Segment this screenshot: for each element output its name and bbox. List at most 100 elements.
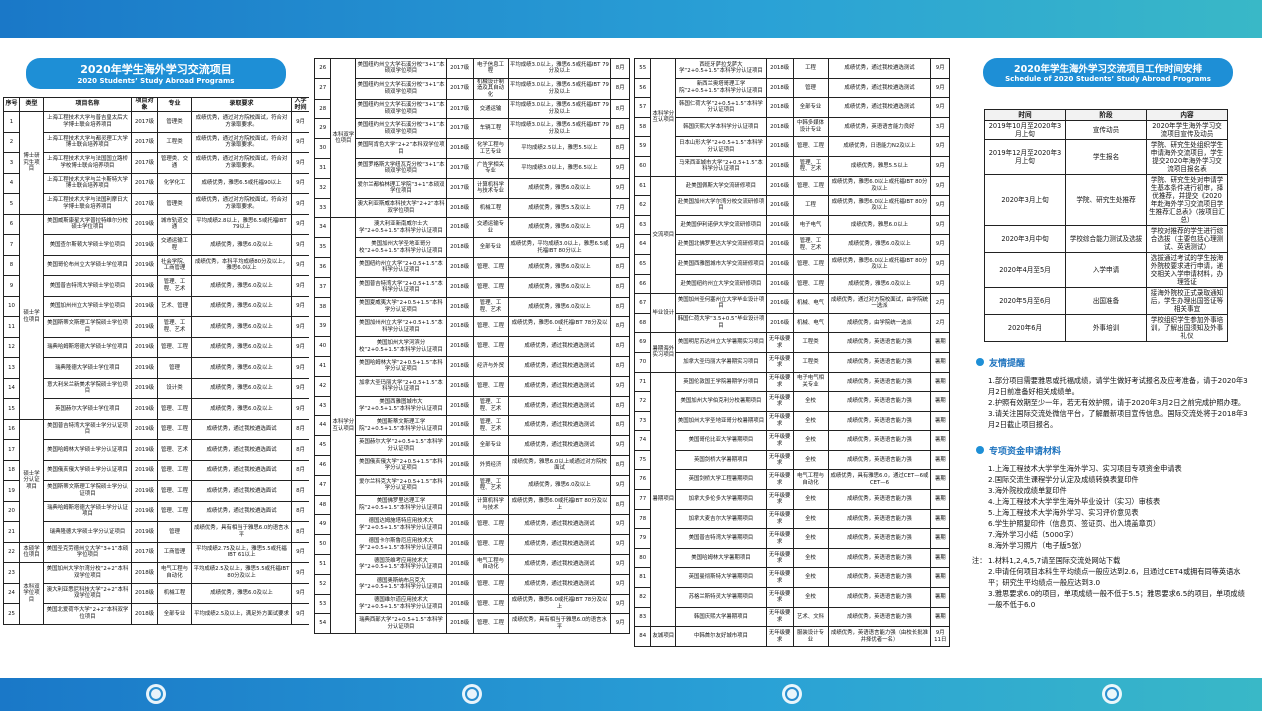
reminder-list: 1.部分项目需要雅思或托福成绩，请学生做好考试报名及应考准备，请于2020年3月… [958, 375, 1258, 430]
time: 2020年4月至5月 [984, 252, 1066, 288]
list-item: 5.上海工程技术大学海外学习、实习评价意见表 [988, 508, 1139, 517]
program-row: 70 加拿大圣玛丽大学暑期实习项目 无年级要求 工程类 成绩优秀，英语语言能力强 暑期 [634, 351, 950, 373]
major: 电子信息工程 [472, 58, 509, 79]
start-time: 9月 [930, 234, 950, 255]
logo [146, 684, 166, 704]
major: 全校 [792, 567, 829, 589]
target: 无年级要求 [765, 469, 794, 491]
header-row: 序号 类型 项目名称 项目对象 专业 录取要求 入学时间 [3, 96, 309, 113]
content: 学校组织学生参加外事培训，了解出国须知及外事礼仪 [1146, 314, 1228, 342]
program-name: 加拿大麦吉尔大学暑期项目 [675, 508, 767, 530]
requirement: 成绩优秀，通过我校遴选测试 [507, 435, 612, 456]
program-row: 11 美国斯蒂文斯理工学院硕士学位项目 2019级 管理、工程、艺术 成绩优秀，雅思6.… [3, 316, 309, 338]
row-number: 51 [314, 553, 332, 575]
stage: 宣传动员 [1065, 120, 1147, 140]
target: 2019级 [131, 398, 158, 420]
requirement: 平均成绩3.0以上，雅思6.5以上 [507, 157, 612, 179]
row-number: 4 [3, 172, 20, 195]
program-name: 赴美国北佛罗里达大学交流研修项目 [675, 234, 767, 255]
time: 2020年6月 [984, 314, 1066, 342]
program-row: 34 本科学分互认项目 澳大利亚新南威尔士大学“2+0.5+1.5”本科学分认证项目… [314, 217, 630, 635]
row-number: 61 [634, 175, 652, 197]
requirement: 成绩优秀，通过我校遴选面试 [191, 439, 292, 461]
row-number: 28 [314, 98, 332, 120]
program-name: 韩国庆熙大学暑期项目 [675, 606, 767, 628]
schedule-row: 2020年6月 外事培训 学校组织学生参加外事培训，了解出国须知及外事礼仪 [984, 314, 1228, 342]
program-row: 21 瑞典隆德大学硕士学分认证项目 2019级 管理 成绩优秀，具有相当于雅思6.0的语… [3, 521, 309, 543]
target: 2018级 [445, 217, 474, 239]
target: 2019级 [131, 234, 158, 256]
target: 2017级 [131, 193, 158, 215]
requirement: 平均成绩2.75及以上，雅思5.5或托福IBT 61以上 [191, 541, 292, 564]
start-time: 暑期 [930, 410, 950, 432]
target: 2018级 [765, 116, 794, 138]
target: 无年级要求 [765, 351, 794, 373]
major: 管理、工程 [472, 316, 509, 338]
program-name: 美国哈姆林大学硕士学分认证项目 [43, 439, 132, 461]
target: 无年级要求 [765, 371, 794, 393]
requirement: 成绩优秀，英语语言能力强 [827, 528, 932, 549]
target: 2016级 [765, 253, 794, 275]
target: 2016级 [765, 214, 794, 236]
program-row: 31 美国罗格斯大学纽瓦克分校“3+1”本硕双学位项目 2017级 广告学相关专业 平均… [314, 157, 630, 179]
target: 2019级 [131, 295, 158, 318]
start-time: 9月 [291, 111, 309, 133]
target: 2019级 [131, 357, 158, 379]
target: 2018级 [445, 138, 474, 159]
start-time: 8月 [610, 336, 630, 357]
panel: 2020年学生海外学习交流项目 2020 Students’ Study Abr… [3, 44, 309, 674]
program-row: 4 上海工程技术大学与兰卡斯特大学博士联合培养项目 2017级 化学化工 成绩优秀，雅思… [3, 172, 309, 195]
requirement: 成绩优秀，英语语言能力强 [827, 371, 932, 393]
target: 2017级 [131, 152, 158, 174]
program-name: 韩国仁荷大学“2+0.5+1.5”本科学分认证项目 [675, 97, 767, 118]
program-name: 美国普吉特湾大学“2+0.5+1.5”本科学分认证项目 [355, 276, 447, 298]
requirement: 成绩优秀，通过我校遴选测试 [507, 355, 612, 377]
row-number: 27 [314, 77, 332, 100]
requirement: 成绩优秀，雅思6.0以上或托福IBT 80分及以上 [827, 175, 932, 197]
start-time: 9月 [291, 357, 309, 379]
program-name: 马来西亚城市大学“2+0.5+1.5”本科学分认证项目 [675, 155, 767, 177]
major: 管理、工程 [792, 253, 829, 275]
program-table: 26 本科双学位项目 美国纽约州立大学石溪分校“3+1”本硕双学位项目 2017级 电子… [314, 58, 630, 635]
program-name: 美国加州州立大学“2+0.5+1.5”本科学分认证项目 [355, 316, 447, 338]
program-name: 澳大利亚斯威本科技大学“2+2”本科双学位项目 [355, 197, 447, 219]
requirement: 成绩优秀，英语语言能力强 [827, 351, 932, 373]
major: 管理、工程、艺术 [157, 275, 192, 297]
requirement: 成绩优秀，雅思6.0及以上 [507, 296, 612, 318]
start-time: 暑期 [930, 528, 950, 549]
program-name: 美国哈姆林大学暑期项目 [675, 547, 767, 569]
row-number: 81 [634, 567, 652, 589]
stage: 学生报名 [1065, 139, 1147, 175]
program-row: 29 美国纽约州立大学石溪分校“3+1”本硕双学位项目 2017级 车辆工程 平均成绩3… [314, 118, 630, 140]
start-time: 9月 [291, 316, 309, 338]
target: 2018级 [445, 276, 474, 298]
program-name: 德国茨维考应用技术大学“2+0.5+1.5”本科学分认证项目 [355, 553, 447, 575]
program-row: 18 美国俄亥俄大学硕士学分认证项目 2019级 管理、工程 成绩优秀，通过我校遴选面试… [3, 459, 309, 482]
requirement: 成绩优秀，通过对方院校面试，符合对方录取要求。 [191, 131, 292, 154]
subtitle: 2020 Students’ Study Abroad Programs [77, 77, 235, 85]
row-number: 38 [314, 296, 332, 318]
major: 管理、工程 [472, 256, 509, 278]
column-header: 时间 [984, 109, 1066, 121]
target: 无年级要求 [765, 410, 794, 432]
major: 管理、工程 [792, 136, 829, 157]
column-header: 专业 [157, 96, 192, 113]
start-time: 8月 [610, 355, 630, 377]
row-number: 23 [3, 562, 20, 584]
start-time: 9月 [610, 474, 630, 496]
start-time: 8月 [610, 98, 630, 120]
program-name: 英国剑桥大学暑期项目 [675, 449, 767, 471]
major: 管理、工程、艺术 [472, 296, 509, 318]
row-number: 57 [634, 97, 652, 118]
requirement: 成绩优秀，雅思6.0及以上 [191, 275, 292, 297]
program-row: 81 英国曼彻斯特大学暑期项目 无年级要求 全校 成绩优秀，英语语言能力强 暑期 [634, 567, 950, 589]
program-row: 39 美国加州州立大学“2+0.5+1.5”本科学分认证项目 2018级 管理、工程成… [314, 316, 630, 338]
major: 艺术、管理 [157, 295, 192, 318]
program-row: 73 美国加州大学圣地亚哥分校暑期项目 无年级要求 全校 成绩优秀，英语语言能力强 暑期 [634, 410, 950, 432]
requirement: 成绩优秀，雅思6.0及以上 [507, 474, 612, 496]
row-number: 75 [634, 449, 652, 471]
requirement: 成绩优秀，雅思6.0及以上 [191, 377, 292, 400]
row-number: 9 [3, 275, 20, 297]
program-type: 本科学分互认项目 [330, 217, 357, 635]
